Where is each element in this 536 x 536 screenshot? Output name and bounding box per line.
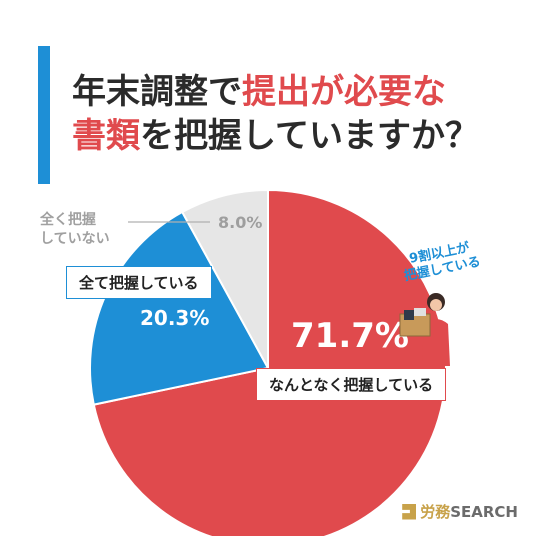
label-all: 全て把握している [66, 266, 212, 299]
slice-label-none-pct: 8.0% [218, 213, 263, 232]
person-with-box-illustration [399, 293, 450, 366]
label-not-at-all: 全く把握 していない [40, 211, 110, 249]
title-accent-bar [38, 46, 50, 184]
title-line1-a: 年末調整で [72, 72, 242, 112]
title-line1-b: 提出が必要な [242, 72, 446, 112]
label-not-at-all-line1: 全く把握 [40, 212, 96, 228]
label-not-at-all-line2: していない [40, 231, 110, 247]
title-line2-a: 書類 [72, 116, 140, 156]
logo-text: 労務SEARCH [420, 501, 518, 522]
logo-mark-icon [402, 503, 417, 520]
logo-brand: 労務 [420, 503, 451, 521]
title-line2-b: を把握していますか？ [140, 116, 479, 156]
pie-slice-somewhat [92, 188, 447, 536]
brand-logo: 労務SEARCH [402, 501, 518, 522]
pie-slice-none [180, 188, 269, 369]
logo-suffix: SEARCH [450, 503, 518, 521]
label-somewhat: なんとなく把握している [256, 368, 447, 401]
slice-label-all-pct: 20.3% [140, 306, 210, 330]
slice-label-somewhat-pct: 71.7% [291, 316, 409, 356]
page-title: 年末調整で提出が必要な 書類を把握していますか？ [72, 70, 479, 158]
